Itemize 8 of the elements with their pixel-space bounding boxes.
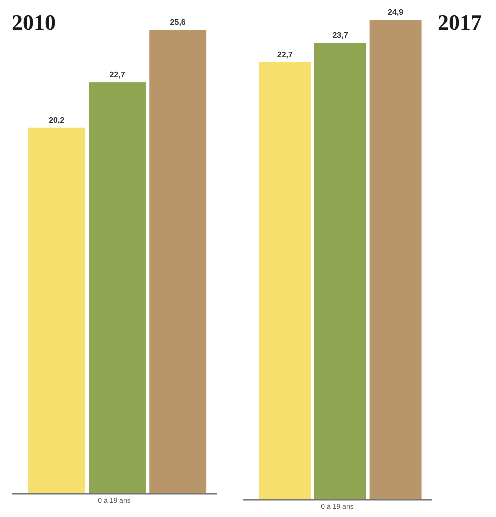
data-label: 22,7: [110, 70, 126, 80]
data-label: 23,7: [332, 31, 349, 40]
chart-title: 2017: [438, 10, 482, 35]
data-label: 24,9: [388, 8, 404, 17]
data-label: 25,6: [170, 18, 186, 27]
data-label: 20,2: [49, 116, 66, 125]
data-label: 22,7: [277, 50, 294, 60]
chart-title: 2010: [12, 10, 56, 35]
